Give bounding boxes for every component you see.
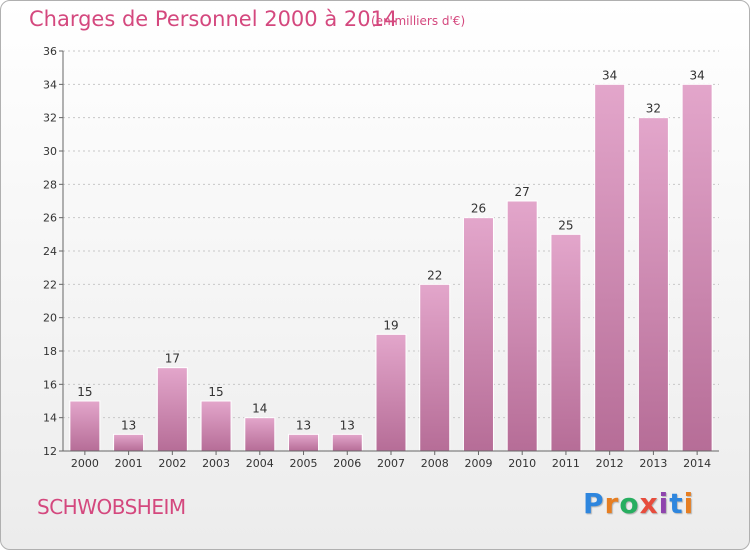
bar (244, 417, 276, 452)
bar-value-label: 22 (427, 268, 442, 282)
x-tick-label: 2002 (158, 457, 186, 470)
bar (69, 400, 101, 452)
x-tick-label: 2008 (421, 457, 449, 470)
bar-value-label: 34 (689, 68, 704, 82)
bar-value-label: 19 (383, 318, 398, 332)
chart-unit: (en milliers d'€) (371, 14, 466, 28)
commune-name: SCHWOBSHEIM (37, 495, 186, 519)
bar (200, 400, 232, 452)
proxiti-logo: Proxiti (583, 487, 694, 520)
x-tick-label: 2004 (246, 457, 274, 470)
x-tick-label: 2000 (71, 457, 99, 470)
bar-value-label: 25 (558, 218, 573, 232)
x-tick-label: 2012 (596, 457, 624, 470)
bar (375, 333, 407, 452)
y-tick-label: 12 (43, 445, 57, 458)
y-tick-label: 20 (43, 312, 57, 325)
x-tick-label: 2005 (290, 457, 318, 470)
bar-value-label: 13 (121, 418, 136, 432)
y-tick-label: 24 (43, 245, 57, 258)
y-tick-label: 28 (43, 178, 57, 191)
bar-value-label: 27 (515, 185, 530, 199)
logo-letter: i (683, 487, 695, 520)
bar (681, 83, 713, 452)
bar (331, 433, 363, 452)
x-tick-label: 2003 (202, 457, 230, 470)
bar-value-label: 34 (602, 68, 617, 82)
x-tick-label: 2009 (464, 457, 492, 470)
y-tick-label: 34 (43, 78, 57, 91)
bar-value-label: 17 (165, 352, 180, 366)
logo-letter: x (639, 487, 659, 520)
x-tick-label: 2014 (683, 457, 711, 470)
x-tick-label: 2001 (115, 457, 143, 470)
bar-value-label: 15 (77, 385, 92, 399)
chart-title: Charges de Personnel 2000 à 2014 (29, 7, 398, 31)
bar (288, 433, 320, 452)
bar-value-label: 15 (208, 385, 223, 399)
x-tick-label: 2011 (552, 457, 580, 470)
bars: 15 13 17 15 14 13 13 19 22 26 27 25 34 32 34 (69, 68, 713, 452)
y-tick-label: 16 (43, 378, 57, 391)
bar-value-label: 13 (340, 418, 355, 432)
x-tick-label: 2013 (639, 457, 667, 470)
bar (550, 233, 582, 452)
bar-value-label: 26 (471, 202, 486, 216)
bar (419, 283, 451, 452)
bar-value-label: 14 (252, 402, 267, 416)
y-tick-label: 36 (43, 45, 57, 58)
bar (637, 117, 669, 452)
bar (506, 200, 538, 452)
logo-letter: P (583, 487, 605, 520)
y-tick-label: 30 (43, 145, 57, 158)
bar (462, 217, 494, 452)
x-tick-label: 2007 (377, 457, 405, 470)
y-tick-label: 32 (43, 112, 57, 125)
logo-letter: r (604, 487, 620, 520)
x-tick-label: 2010 (508, 457, 536, 470)
y-tick-label: 14 (43, 412, 57, 425)
x-tick-label: 2006 (333, 457, 361, 470)
logo-letter: o (619, 487, 640, 520)
bar (594, 83, 626, 452)
y-tick-label: 22 (43, 278, 57, 291)
bar (113, 433, 145, 452)
bar-value-label: 32 (646, 102, 661, 116)
y-tick-label: 26 (43, 212, 57, 225)
axes: 12 14 16 18 20 22 24 26 28 30 32 34 36 2000 2001 2002 20… (43, 45, 719, 470)
y-tick-label: 18 (43, 345, 57, 358)
bar-value-label: 13 (296, 418, 311, 432)
logo-letter: t (669, 487, 684, 520)
logo-letter: i (658, 487, 670, 520)
bar (156, 367, 188, 452)
